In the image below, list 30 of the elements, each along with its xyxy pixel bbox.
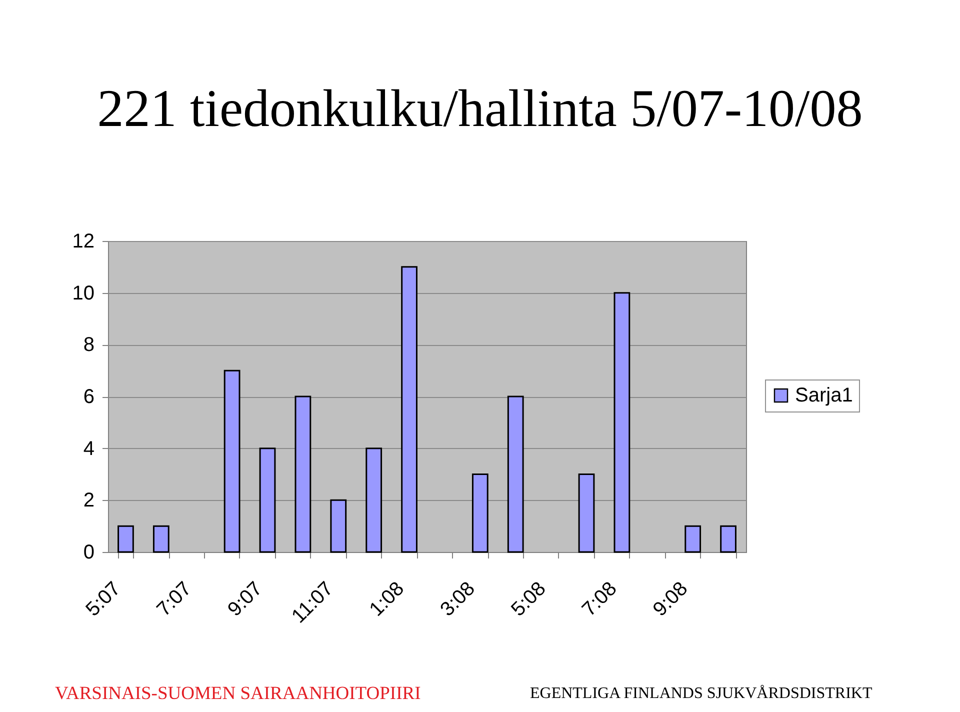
bar	[578, 474, 595, 553]
bar	[720, 525, 736, 553]
y-tick-label: 6	[83, 386, 94, 408]
bar	[366, 448, 382, 553]
x-tick-label: 1:08	[365, 578, 409, 621]
text: VARSINAIS-SUOMEN SAIRAANHOITOPIIRI	[55, 684, 421, 704]
x-tick-label: 5:08	[507, 578, 550, 621]
y-tick-label: 12	[72, 230, 94, 252]
bar	[614, 292, 630, 553]
y-tick-label: 10	[72, 282, 94, 304]
bar	[294, 396, 312, 553]
chart-title: 221 tiedonkulku/hallinta 5/07-10/08	[97, 80, 863, 138]
bar	[684, 525, 702, 553]
bar	[259, 448, 276, 553]
bar	[118, 525, 134, 553]
bar	[152, 525, 170, 553]
legend-label: Sarja1	[795, 384, 853, 406]
bar	[472, 474, 488, 553]
text: EGENTLIGA FINLANDS SJUKVÅRDSDISTRIKT	[530, 684, 872, 702]
y-tick-label: 4	[83, 438, 94, 460]
x-tick-label: 9:08	[649, 578, 692, 621]
bar	[330, 499, 347, 553]
y-tick-label: 8	[83, 334, 94, 356]
bar	[401, 266, 418, 553]
bar	[224, 370, 240, 553]
x-tick-label: 3:08	[436, 578, 480, 621]
y-tick-label: 2	[83, 490, 94, 512]
bar	[507, 396, 524, 553]
y-tick-label: 0	[83, 542, 94, 564]
x-tick-label: 7:08	[578, 578, 622, 621]
